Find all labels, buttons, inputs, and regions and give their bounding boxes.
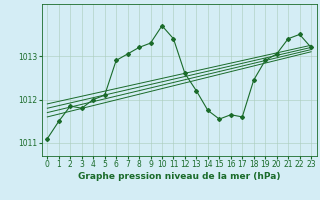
X-axis label: Graphe pression niveau de la mer (hPa): Graphe pression niveau de la mer (hPa) xyxy=(78,172,280,181)
